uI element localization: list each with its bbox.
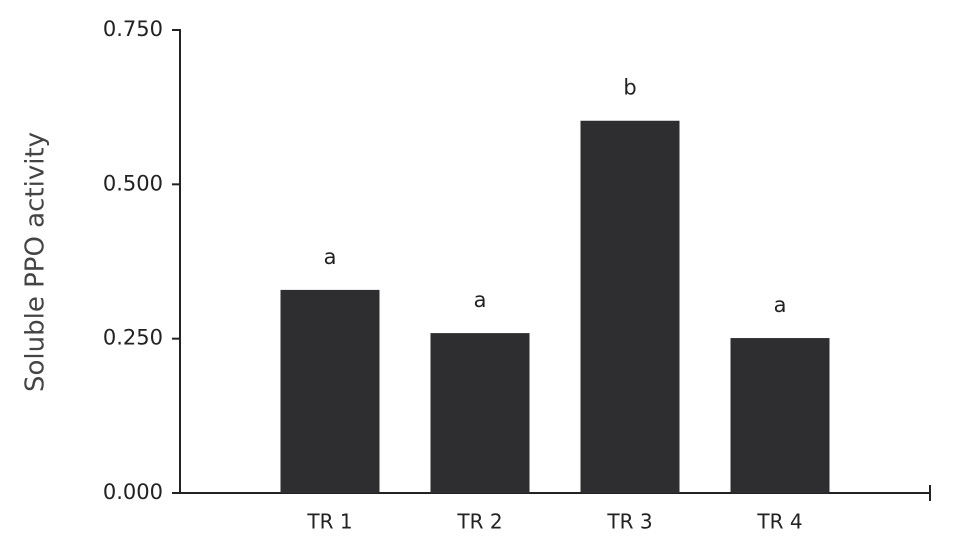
x-tick-label: TR 3 [606, 510, 652, 534]
x-tick-label: TR 1 [306, 510, 352, 534]
significance-label: a [324, 245, 337, 269]
x-tick-label: TR 4 [756, 510, 802, 534]
x-tick-label: TR 2 [456, 510, 502, 534]
bar [430, 333, 530, 493]
y-tick-label: 0.750 [103, 17, 163, 41]
bar [580, 120, 680, 494]
y-tick-label: 0.500 [103, 171, 163, 195]
y-tick-label: 0.000 [103, 480, 163, 504]
y-tick-label: 0.250 [103, 326, 163, 350]
significance-label: a [474, 288, 487, 312]
significance-label: a [774, 293, 787, 317]
bar [730, 338, 830, 493]
bar [280, 289, 380, 493]
y-axis-label: Soluble PPO activity [21, 132, 51, 392]
significance-label: b [623, 76, 636, 100]
